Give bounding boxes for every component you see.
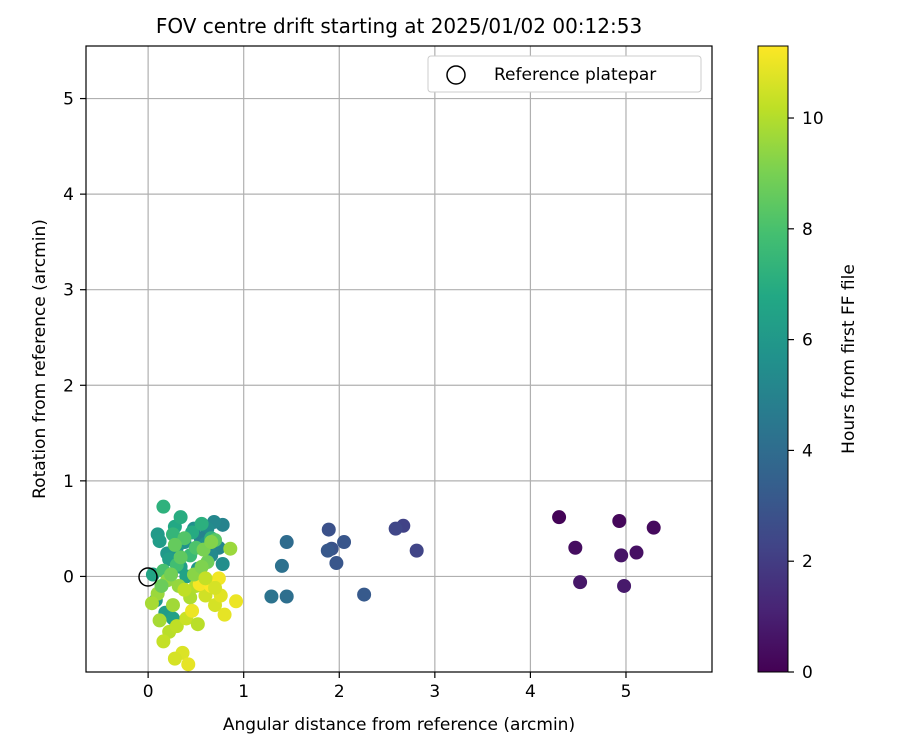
y-tick-label: 4 (63, 185, 74, 205)
scatter-point (229, 594, 244, 609)
scatter-point (167, 651, 182, 666)
scatter-point (165, 527, 180, 542)
scatter-point (614, 548, 629, 563)
scatter-point (215, 557, 230, 572)
legend-entry: Reference platepar (494, 65, 656, 85)
plot-frame (85, 45, 713, 673)
colorbar: 0 2 4 6 8 10 Hours from first FF file (757, 45, 859, 683)
x-tick-label: 5 (621, 682, 632, 702)
x-tick-label: 4 (525, 682, 536, 702)
scatter-point (169, 619, 184, 634)
y-tick-label: 1 (63, 472, 74, 492)
scatter-point (164, 567, 179, 582)
chart-title: FOV centre drift starting at 2025/01/02 … (156, 14, 642, 38)
scatter-point (223, 541, 238, 556)
x-tick-label: 1 (238, 682, 249, 702)
scatter-point (217, 607, 232, 622)
scatter-point (152, 613, 167, 628)
y-axis-ticks: 0 1 2 3 4 5 (63, 90, 86, 587)
colorbar-label: Hours from first FF file (839, 264, 859, 454)
x-axis-label: Angular distance from reference (arcmin) (223, 715, 575, 735)
y-axis-label: Rotation from reference (arcmin) (30, 219, 50, 499)
scatter-point (573, 575, 588, 590)
legend-marker (446, 65, 466, 85)
colorbar-gradient (757, 45, 789, 673)
scatter-point (208, 580, 223, 595)
scatter-point (190, 617, 205, 632)
scatter-point (568, 540, 583, 555)
legend-box (427, 55, 702, 93)
scatter-point (320, 543, 335, 558)
scatter-point (167, 537, 182, 552)
scatter-point (156, 499, 171, 514)
scatter-point (617, 578, 632, 593)
scatter-point (357, 587, 372, 602)
scatter-point (198, 571, 213, 586)
scatter-point (165, 598, 180, 613)
scatter-point (279, 535, 294, 550)
y-tick-label: 0 (63, 567, 74, 587)
colorbar-tick-label: 0 (802, 663, 813, 683)
scatter-point (274, 558, 289, 573)
colorbar-ticks: 0 2 4 6 8 10 (788, 109, 824, 683)
scatter-point (156, 634, 171, 649)
scatter-point (264, 589, 279, 604)
scatter-point (152, 534, 167, 549)
scatter-point (154, 578, 169, 593)
scatter-point (279, 589, 294, 604)
scatter-point (629, 545, 644, 560)
y-tick-label: 3 (63, 281, 74, 301)
colorbar-tick-label: 8 (802, 220, 813, 240)
colorbar-tick-label: 10 (802, 109, 824, 129)
scatter-point (185, 603, 200, 618)
scatter-point (173, 550, 188, 565)
scatter-point (552, 510, 567, 525)
y-tick-label: 2 (63, 376, 74, 396)
scatter-point (612, 513, 627, 528)
scatter-point (409, 543, 424, 558)
scatter-point (337, 535, 352, 550)
colorbar-tick-label: 2 (802, 552, 813, 572)
x-tick-label: 2 (334, 682, 345, 702)
scatter-point (181, 657, 196, 672)
scatter-point (329, 556, 344, 571)
colorbar-tick-label: 4 (802, 441, 813, 461)
scatter-point (177, 582, 192, 597)
x-tick-label: 0 (143, 682, 154, 702)
scatter-point (194, 516, 209, 531)
scatter-point (204, 535, 219, 550)
scatter-points (144, 499, 661, 672)
scatter-point (321, 522, 336, 537)
x-tick-label: 3 (429, 682, 440, 702)
scatter-point (646, 520, 661, 535)
grid (86, 46, 712, 672)
scatter-point (144, 596, 159, 611)
y-tick-label: 5 (63, 90, 74, 110)
scatter-point (173, 510, 188, 525)
colorbar-tick-label: 6 (802, 331, 813, 351)
legend: Reference platepar (427, 55, 702, 93)
x-axis-ticks: 0 1 2 3 4 5 (143, 672, 632, 702)
scatter-point (194, 559, 209, 574)
scatter-point (388, 521, 403, 536)
reference-marker (138, 567, 158, 587)
